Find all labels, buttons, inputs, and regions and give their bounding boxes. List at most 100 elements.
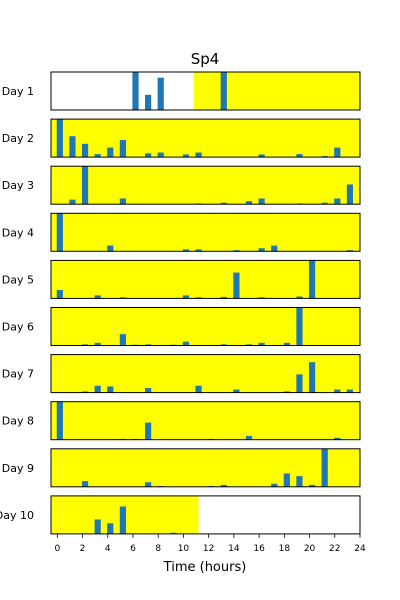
bar [271, 245, 278, 252]
panel-frame [50, 307, 361, 346]
day-label: Day 10 [0, 509, 34, 522]
bar [233, 250, 240, 252]
bar [334, 147, 341, 158]
day-label: Day 1 [2, 85, 34, 98]
day-label: Day 7 [2, 368, 34, 381]
bar [182, 295, 190, 299]
bar [182, 249, 190, 252]
bar [220, 484, 227, 487]
day-panel: Day 6 [2, 307, 361, 346]
day-panel: Day 4 [2, 212, 361, 252]
bar [334, 437, 341, 440]
bar [145, 153, 152, 158]
day-panel: Day 1 [2, 71, 361, 111]
bar [119, 140, 126, 158]
bar [308, 260, 316, 299]
bar [220, 344, 227, 346]
bar [94, 295, 101, 299]
day-panel: Day 8 [2, 401, 361, 441]
bar [245, 435, 253, 440]
bar [94, 519, 101, 534]
bar [308, 362, 316, 393]
day-label: Day 2 [2, 132, 34, 145]
day-panel: Day 5 [2, 259, 361, 299]
x-tick-label: 18 [279, 544, 291, 554]
bar [296, 374, 303, 393]
panel-frame [50, 354, 361, 394]
day-label: Day 6 [2, 321, 34, 334]
x-tick-label: 10 [178, 544, 190, 554]
bar [170, 532, 177, 534]
bar [346, 184, 354, 205]
x-tick-label: 2 [80, 544, 86, 554]
x-tick-label: 8 [155, 544, 161, 554]
bar [94, 342, 101, 346]
bar [56, 290, 63, 299]
bar [56, 119, 63, 158]
bar [145, 344, 152, 346]
bar [321, 155, 328, 158]
highlight-span [51, 119, 360, 158]
bar [157, 77, 164, 110]
bar [132, 72, 139, 110]
chart-title: Sp4 [191, 50, 220, 68]
panel-frame [50, 495, 361, 535]
day-label: Day 3 [2, 179, 34, 192]
bar [245, 344, 253, 346]
x-tick-label: 12 [203, 544, 214, 554]
highlight-span [51, 401, 360, 440]
panel-frame [50, 448, 361, 488]
day-panel: Day 7 [2, 354, 361, 394]
bar [107, 386, 114, 393]
day-panels: Day 1 Day 2 Day 3 Day 4 Day 5 Day 6 Day 7 Day 8… [0, 71, 361, 535]
bar [283, 473, 290, 487]
bar [258, 342, 265, 346]
bar [296, 476, 303, 487]
bar [296, 296, 303, 299]
bar [346, 250, 354, 252]
bar [334, 389, 341, 393]
panel-frame [50, 165, 361, 205]
bar [195, 152, 202, 158]
day-label: Day 8 [2, 415, 34, 428]
day-panel: Day 10 [0, 495, 361, 535]
day-label: Day 4 [2, 226, 34, 239]
day-panel: Day 2 [2, 118, 361, 158]
bar [81, 166, 89, 205]
bar [119, 198, 126, 205]
highlight-span [51, 354, 360, 393]
bar [81, 344, 89, 346]
bar [245, 201, 253, 205]
panel-frame [50, 71, 361, 111]
bar [107, 147, 114, 158]
bar [334, 198, 341, 205]
bar [271, 483, 278, 487]
bar [296, 307, 303, 346]
bar [233, 389, 240, 393]
bar [258, 198, 265, 205]
bar [321, 202, 328, 205]
bar [119, 506, 126, 534]
highlight-span [51, 166, 360, 205]
day-label: Day 5 [2, 273, 34, 286]
highlight-span [51, 307, 360, 346]
bar [56, 213, 63, 252]
bar [145, 422, 152, 440]
bar [346, 389, 354, 393]
bar [107, 245, 114, 252]
x-tick-label: 14 [228, 544, 240, 554]
x-tick-label: 20 [304, 544, 316, 554]
panel-frame [50, 259, 361, 299]
bar [69, 199, 76, 205]
x-axis-ticks: 0 2 4 6 8 10 12 14 16 18 20 22 24 [54, 533, 366, 554]
panel-frame [50, 401, 361, 441]
bar [220, 72, 227, 110]
bar [195, 249, 202, 252]
bar [94, 154, 101, 158]
highlight-span [193, 72, 360, 110]
bar [56, 401, 63, 440]
day-panel: Day 9 [2, 448, 361, 488]
bar [195, 385, 202, 393]
bar [81, 143, 89, 158]
